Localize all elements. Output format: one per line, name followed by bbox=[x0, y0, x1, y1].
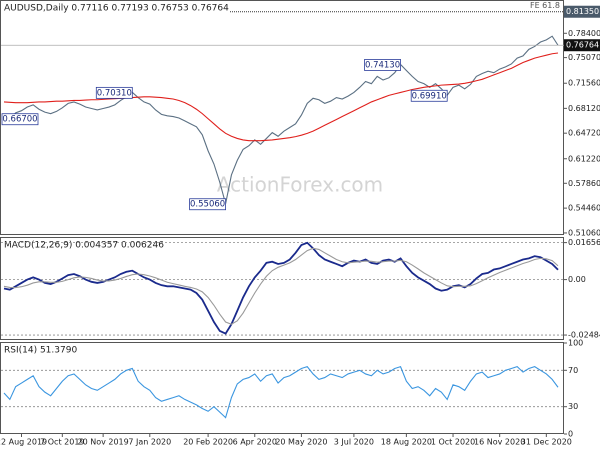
y-tick-label: 0.016567 bbox=[568, 238, 600, 247]
annotation-box bbox=[189, 198, 227, 211]
y-tick-label: 0.61220 bbox=[568, 154, 600, 163]
annotation-label: 0.66700 bbox=[2, 115, 37, 125]
y-tick-label: 0.71560 bbox=[568, 79, 600, 88]
x-tick-label: 16 Nov 2020 bbox=[474, 438, 525, 447]
series-line bbox=[3, 247, 559, 325]
last-price-box bbox=[564, 39, 600, 52]
x-tick-label: 18 Aug 2020 bbox=[381, 438, 432, 447]
x-tick-label: 7 Jan 2020 bbox=[128, 438, 171, 447]
series-line bbox=[3, 35, 559, 204]
y-tick-label: 0.00 bbox=[568, 275, 586, 284]
panel-title: AUDUSD,Daily 0.77116 0.77193 0.76753 0.7… bbox=[4, 4, 229, 14]
annotation-box bbox=[1, 113, 39, 126]
y-tick-label: 70 bbox=[568, 366, 578, 375]
y-tick-label: 0.64720 bbox=[568, 129, 600, 138]
x-tick-label: 20 Feb 2020 bbox=[183, 438, 233, 447]
level-name: FE 61.8 bbox=[530, 1, 560, 10]
level-label: 0.81350 bbox=[566, 7, 599, 16]
y-tick-label: 0.78400 bbox=[568, 29, 600, 38]
x-tick-label: 20 Nov 2019 bbox=[78, 438, 129, 447]
x-tick-label: 6 Apr 2020 bbox=[233, 438, 277, 447]
y-tick-label: 100 bbox=[568, 339, 583, 348]
annotation-box bbox=[364, 59, 401, 71]
annotation-label: 0.69910 bbox=[412, 91, 447, 101]
y-tick-label: 0.54460 bbox=[568, 204, 600, 213]
y-tick-label: -0.02484 bbox=[568, 331, 600, 340]
price-panel bbox=[0, 0, 564, 235]
annotation-label: 0.70310 bbox=[97, 88, 132, 98]
x-tick-label: 20 May 2020 bbox=[275, 438, 327, 447]
annotation-label: 0.55060 bbox=[190, 200, 225, 210]
y-tick-label: 30 bbox=[568, 402, 578, 411]
y-tick-label: 0.51060 bbox=[568, 228, 600, 237]
watermark: ActionForex.com bbox=[217, 173, 383, 197]
panel-title: RSI(14) 51.3790 bbox=[4, 346, 77, 356]
y-tick-label: 0 bbox=[568, 430, 573, 439]
annotation-box bbox=[95, 86, 133, 99]
x-tick-label: 7 Oct 2019 bbox=[40, 438, 84, 447]
y-tick-label: 0.57860 bbox=[568, 179, 600, 188]
panel-title: MACD(12,26,9) 0.004357 0.006246 bbox=[4, 241, 164, 251]
rsi-panel bbox=[0, 342, 564, 434]
series-line bbox=[3, 365, 559, 419]
x-tick-label: 22 Aug 2019 bbox=[0, 438, 47, 447]
series-line bbox=[3, 52, 559, 142]
macd-panel bbox=[0, 237, 564, 340]
level-box bbox=[564, 5, 600, 18]
x-tick-label: 1 Oct 2020 bbox=[431, 438, 475, 447]
annotation-box bbox=[410, 89, 448, 102]
x-tick-label: 31 Dec 2020 bbox=[521, 438, 572, 447]
y-tick-label: 0.68120 bbox=[568, 104, 600, 113]
y-tick-label: 0.75070 bbox=[568, 53, 600, 62]
last-price-label: 0.76764 bbox=[566, 41, 599, 50]
annotation-label: 0.74130 bbox=[365, 60, 400, 70]
x-tick-label: 3 Jul 2020 bbox=[334, 438, 374, 447]
series-line bbox=[3, 241, 559, 335]
